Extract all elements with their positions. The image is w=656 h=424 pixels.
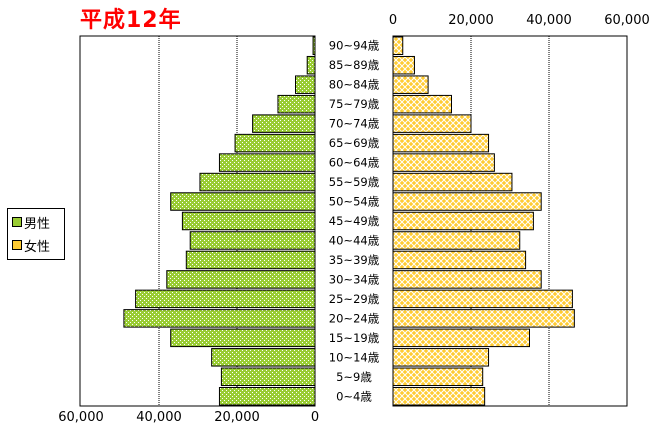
male-axis-tick-label: 60,000 bbox=[58, 410, 104, 424]
bar-male-4 bbox=[123, 309, 316, 328]
legend-swatch-female bbox=[12, 240, 22, 250]
female-axis-tick-label: 40,000 bbox=[526, 13, 572, 28]
bar-male-2 bbox=[211, 348, 316, 367]
bar-male-13 bbox=[234, 133, 316, 153]
chart-title: 平成12年 bbox=[80, 8, 182, 33]
male-axis-tick-label: 40,000 bbox=[136, 410, 182, 424]
male-axis-tick-label: 0 bbox=[311, 410, 319, 424]
bar-male-10 bbox=[170, 192, 316, 211]
category-label: 30~34歳 bbox=[329, 272, 380, 286]
bar-male-3 bbox=[170, 328, 316, 348]
bar-male-15 bbox=[277, 94, 316, 114]
category-label: 35~39歳 bbox=[329, 253, 380, 267]
male-axis-tick-label: 20,000 bbox=[214, 410, 260, 424]
bar-female-6 bbox=[392, 270, 542, 289]
bar-male-17 bbox=[306, 55, 316, 75]
bar-female-8 bbox=[392, 231, 521, 250]
legend-swatch-male bbox=[12, 217, 22, 227]
category-label: 90~94歳 bbox=[329, 39, 380, 53]
category-label: 80~84歳 bbox=[329, 78, 380, 92]
bar-female-13 bbox=[392, 133, 490, 153]
bar-male-6 bbox=[166, 270, 316, 289]
bar-male-11 bbox=[199, 172, 316, 192]
legend-label-male: 男性 bbox=[24, 217, 51, 232]
category-label: 10~14歳 bbox=[329, 350, 380, 364]
bar-female-0 bbox=[392, 387, 486, 406]
bar-male-7 bbox=[185, 250, 316, 270]
bar-female-10 bbox=[392, 192, 542, 211]
female-axis-tick-label: 0 bbox=[389, 13, 397, 28]
bar-female-12 bbox=[392, 153, 495, 172]
bar-female-1 bbox=[392, 367, 484, 387]
category-label: 70~74歳 bbox=[329, 117, 380, 131]
bar-female-14 bbox=[392, 114, 472, 133]
bar-male-1 bbox=[220, 367, 316, 387]
bar-female-5 bbox=[392, 289, 573, 309]
bar-female-18 bbox=[392, 36, 404, 55]
bar-male-9 bbox=[181, 211, 316, 231]
bar-female-9 bbox=[392, 211, 534, 231]
legend-item-male: 男性 bbox=[12, 213, 50, 232]
bar-female-15 bbox=[392, 94, 452, 114]
category-label: 5~9歳 bbox=[336, 370, 372, 384]
bar-male-12 bbox=[218, 153, 316, 172]
bar-female-17 bbox=[392, 55, 415, 75]
category-label: 40~44歳 bbox=[329, 233, 380, 247]
bar-male-16 bbox=[295, 75, 316, 94]
category-label: 20~24歳 bbox=[329, 311, 380, 325]
bar-male-14 bbox=[252, 114, 316, 133]
bar-male-8 bbox=[189, 231, 316, 250]
legend-item-female: 女性 bbox=[12, 236, 50, 255]
bar-female-4 bbox=[392, 309, 575, 328]
female-axis-tick-label: 60,000 bbox=[604, 13, 650, 28]
bar-male-18 bbox=[312, 36, 316, 55]
legend-label-female: 女性 bbox=[24, 240, 51, 255]
category-label: 50~54歳 bbox=[329, 195, 380, 209]
bar-female-2 bbox=[392, 348, 490, 367]
category-label: 25~29歳 bbox=[329, 292, 380, 306]
bar-female-16 bbox=[392, 75, 429, 94]
category-label: 60~64歳 bbox=[329, 156, 380, 170]
bar-male-5 bbox=[135, 289, 316, 309]
bar-male-0 bbox=[218, 387, 316, 406]
category-label: 0~4歳 bbox=[336, 389, 372, 403]
female-axis-tick-label: 20,000 bbox=[448, 13, 494, 28]
bar-female-11 bbox=[392, 172, 513, 192]
chart-legend: 男性 女性 bbox=[7, 208, 65, 260]
bar-female-7 bbox=[392, 250, 527, 270]
category-label: 65~69歳 bbox=[329, 136, 380, 150]
category-label: 45~49歳 bbox=[329, 214, 380, 228]
category-label: 85~89歳 bbox=[329, 58, 380, 72]
category-label: 55~59歳 bbox=[329, 175, 380, 189]
bar-female-3 bbox=[392, 328, 530, 348]
category-label: 75~79歳 bbox=[329, 97, 380, 111]
category-label: 15~19歳 bbox=[329, 331, 380, 345]
